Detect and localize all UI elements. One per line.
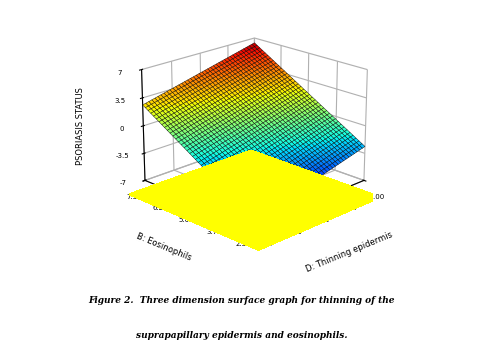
Y-axis label: B: Eosinophils: B: Eosinophils <box>135 232 193 262</box>
Text: suprapapillary epidermis and eosinophils.: suprapapillary epidermis and eosinophils… <box>136 331 347 340</box>
X-axis label: D: Thinning epidermis: D: Thinning epidermis <box>304 230 394 274</box>
Text: Figure 2.  Three dimension surface graph for thinning of the: Figure 2. Three dimension surface graph … <box>88 296 395 305</box>
